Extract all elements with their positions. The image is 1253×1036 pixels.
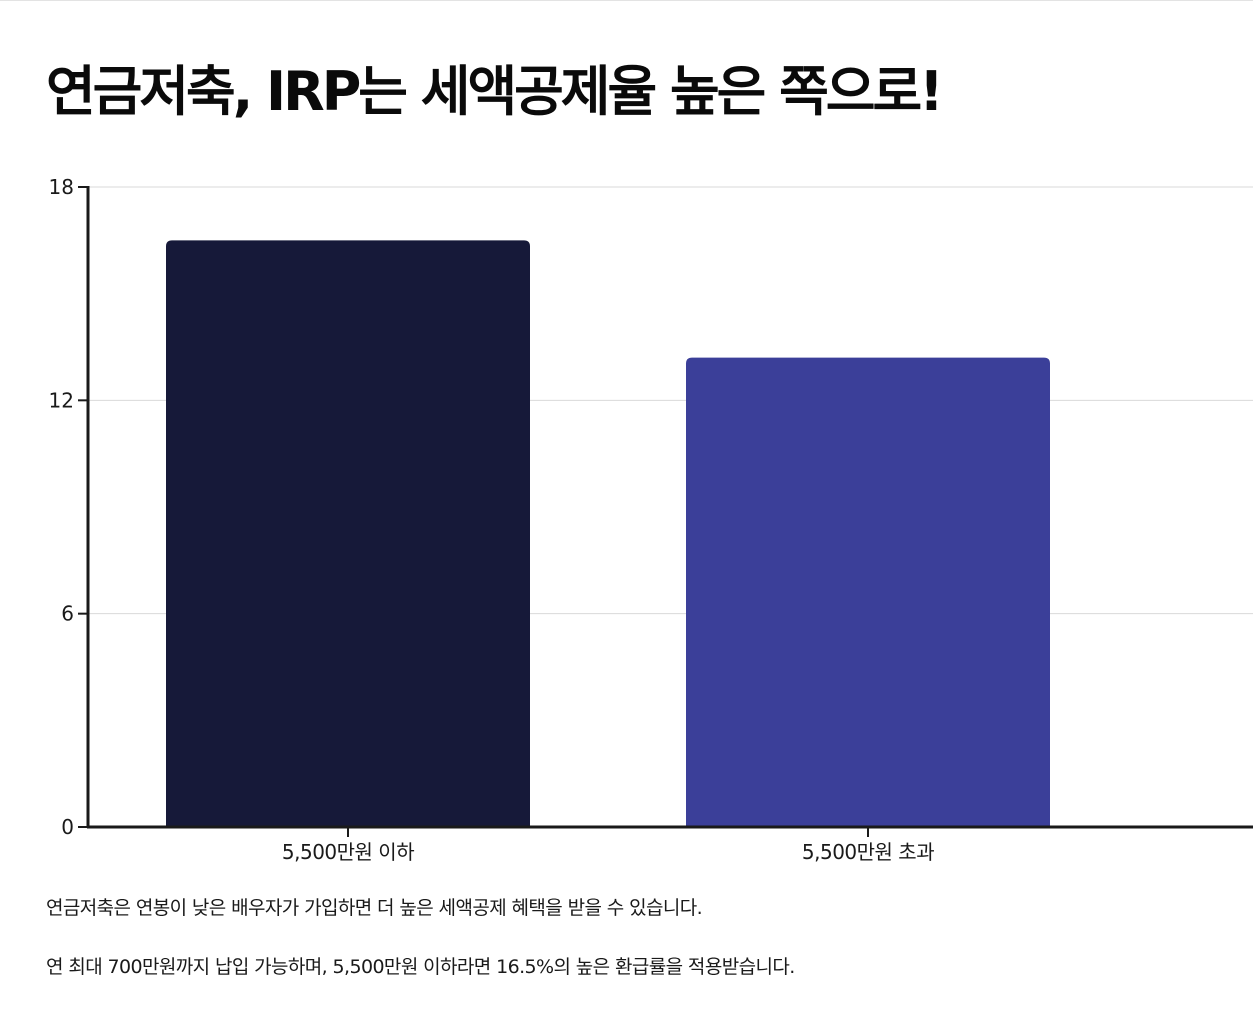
x-tick-label: 5,500만원 초과 bbox=[802, 840, 934, 864]
caption-2: 연 최대 700만원까지 납입 가능하며, 5,500만원 이하라면 16.5%… bbox=[46, 956, 795, 978]
y-tick-label: 0 bbox=[61, 815, 74, 839]
top-divider bbox=[0, 0, 1253, 1]
caption-1: 연금저축은 연봉이 낮은 배우자가 가입하면 더 높은 세액공제 혜택을 받을 … bbox=[46, 897, 703, 919]
page-title: 연금저축, IRP는 세액공제율 높은 쪽으로! bbox=[46, 60, 944, 123]
y-tick-label: 6 bbox=[61, 602, 74, 626]
bar-chart: 0 6 12 18 5,500만원 이하 5,500만원 초과 bbox=[49, 175, 1253, 864]
x-tick-label: 5,500만원 이하 bbox=[282, 840, 414, 864]
bar-1 bbox=[166, 240, 530, 827]
bar-2 bbox=[686, 357, 1050, 827]
y-tick-label: 12 bbox=[49, 388, 74, 412]
y-tick-label: 18 bbox=[49, 175, 74, 199]
